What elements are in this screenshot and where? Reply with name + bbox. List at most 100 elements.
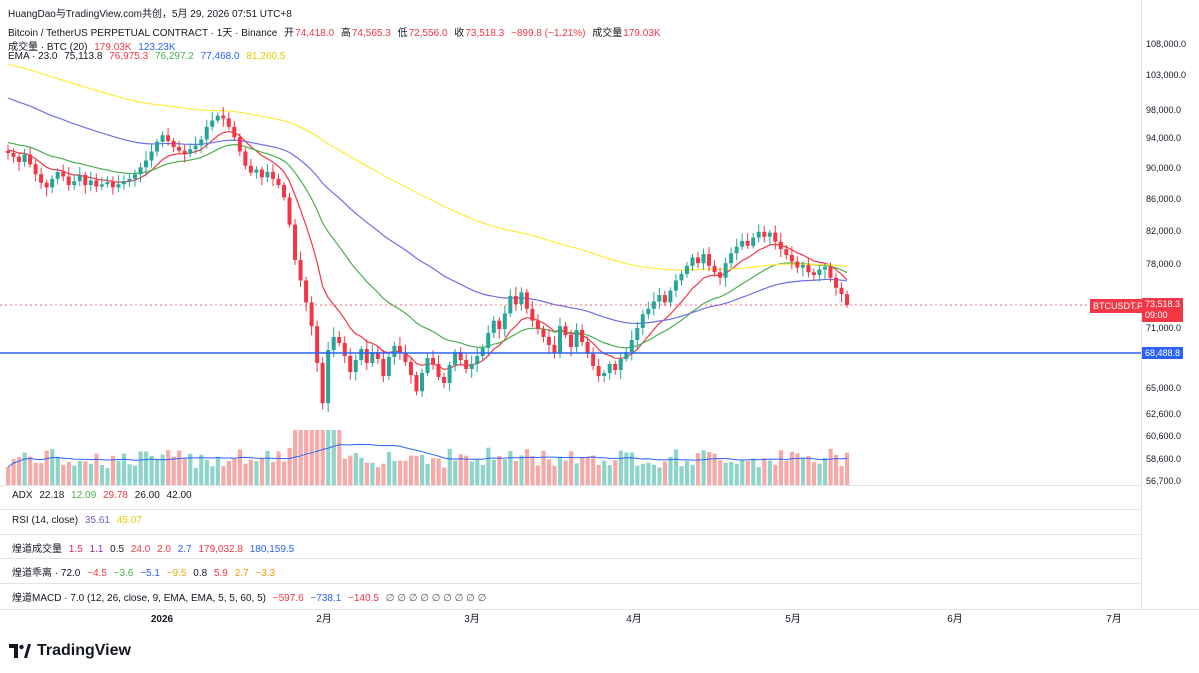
time-axis[interactable]: 2026 2月 3月 4月 5月 6月 7月 [151, 613, 1122, 625]
volume-bar [248, 459, 254, 485]
volume-legend-v2: 123.23K [138, 42, 176, 53]
ema-legend-v2: 76,975.3 [109, 51, 149, 62]
price-axis[interactable]: 108,000.0 103,000.0 98,000.0 94,000.0 90,000… [1146, 39, 1186, 486]
volume-bar [155, 459, 160, 485]
vol2-v5: 2.7 [177, 544, 192, 555]
volume-bar [701, 450, 706, 485]
volume-bar [182, 458, 187, 485]
candle-body [259, 169, 264, 178]
volume-bar [215, 457, 220, 485]
volume-bar [436, 458, 441, 485]
volume-bar [287, 447, 292, 485]
price-axis-label: 108,000.0 [1146, 39, 1186, 49]
volume-bar [304, 430, 309, 485]
candle-body [602, 373, 607, 376]
candle-body [320, 363, 325, 404]
volume-bar [353, 453, 358, 485]
volume-bar [624, 452, 629, 485]
volume-bar [320, 430, 325, 485]
time-axis-separator [0, 609, 1199, 610]
volume-bar [591, 455, 596, 485]
volume-bar [480, 464, 485, 485]
rsi-pane-label[interactable]: RSI (14, close) 35.61 45.07 [12, 515, 146, 526]
volume-bar [602, 460, 607, 485]
candle-body [839, 287, 844, 295]
volume-bar [39, 463, 44, 485]
volume-legend: 成交量 · BTC (20) 179.03K 123.23K [8, 38, 180, 53]
volume-bar [535, 465, 541, 485]
price-axis-label: 94,000.0 [1146, 133, 1181, 143]
candle-body [166, 135, 171, 141]
volume-bar [806, 455, 811, 485]
tradingview-logo-icon [9, 644, 31, 658]
price-axis-label: 60,600.0 [1146, 431, 1181, 441]
volume-bar [6, 467, 11, 485]
volume-bar [541, 450, 546, 485]
price-axis-label: 90,000.0 [1146, 163, 1181, 173]
volume-bar [712, 453, 717, 485]
volume-bar [315, 430, 320, 485]
volume-legend-label[interactable]: 成交量 · BTC (20) [8, 42, 88, 53]
candle-body [298, 259, 303, 281]
vol2-pane-label[interactable]: 煌道成交量 1.5 1.1 0.5 24.0 2.0 2.7 179,032.8… [12, 540, 298, 555]
candle-body [767, 232, 772, 237]
tradingview-logo[interactable]: TradingView [9, 642, 131, 660]
ema-lines [7, 63, 848, 370]
candle-body [701, 254, 706, 264]
volume-bar [491, 459, 496, 485]
volume-bar [839, 465, 844, 485]
candle-body [116, 184, 121, 188]
volume-bar [767, 460, 772, 485]
candle-body [94, 180, 99, 187]
ema-legend-v1: 75,113.8 [64, 51, 103, 62]
candle-body [99, 184, 104, 187]
adx-pane-label[interactable]: ADX 22.18 12.09 29.78 26.00 42.00 [12, 490, 196, 501]
candle-body [673, 280, 678, 291]
vol2-v2: 0.5 [110, 544, 125, 555]
volume-bar [789, 451, 795, 485]
volume-bar [458, 454, 463, 485]
candle-body [414, 375, 419, 392]
candle-body [668, 290, 673, 303]
dev-v1: −3.6 [113, 568, 134, 579]
ema-legend-label[interactable]: EMA · 23.0 [8, 51, 58, 62]
volume-bar [392, 460, 397, 485]
volume-bar [828, 448, 833, 485]
volume-bar [800, 458, 806, 485]
candle-body [563, 326, 568, 335]
candle-body [629, 340, 634, 352]
candle-body [144, 160, 148, 168]
volume-bar [756, 467, 761, 485]
volume-bar [558, 456, 563, 485]
volume-bar [160, 454, 165, 485]
candle-body [270, 171, 275, 179]
volume-bar [530, 456, 535, 485]
candle-body [193, 145, 198, 150]
volume-bar [265, 450, 270, 485]
candle-body [585, 342, 590, 354]
candle-body [215, 115, 220, 121]
volume-bar [33, 462, 38, 485]
volume-bar [193, 467, 198, 485]
time-axis-label: 5月 [785, 613, 801, 625]
candle-body [364, 349, 369, 363]
volume-bar [657, 467, 662, 485]
volume-bar [177, 450, 182, 485]
candle-body [751, 237, 756, 246]
candle-body [613, 364, 618, 370]
dev-pane-label[interactable]: 煌道乖离 · 72.0 −4.5 −3.6 −5.1 −9.5 0.8 5.9 … [12, 564, 279, 579]
volume-bar [773, 464, 778, 485]
volume-bar [447, 448, 452, 485]
symbol-name[interactable]: Bitcoin / TetherUS PERPETUAL CONTRACT · … [8, 28, 278, 39]
price-axis-label: 82,000.0 [1146, 226, 1181, 236]
candle-body [431, 358, 436, 364]
volume-bar [221, 466, 226, 485]
candle-body [210, 120, 215, 127]
dev-v3: −9.5 [166, 568, 187, 579]
candle-body [287, 197, 292, 225]
macd-pane-label[interactable]: 煌道MACD · 7.0 (12, 26, close, 9, EMA, EMA… [12, 589, 490, 604]
candle-body [72, 181, 77, 186]
macd-v2: −140.5 [348, 593, 379, 604]
candle-body [425, 358, 430, 373]
